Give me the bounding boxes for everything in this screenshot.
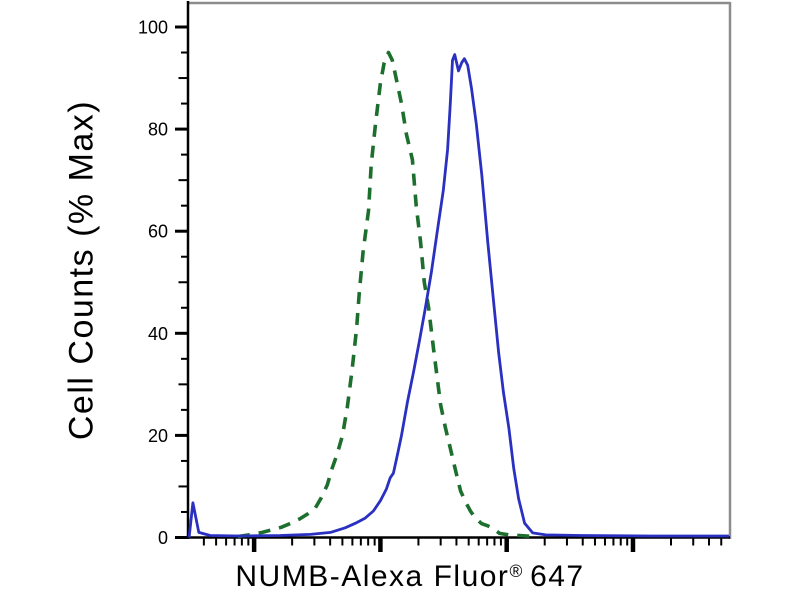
blue-solid-curve — [187, 53, 729, 538]
x-axis-title-text: NUMB-Alexa Fluor — [235, 560, 510, 593]
green-dashed-curve — [237, 50, 533, 539]
y-tick-label: 80 — [148, 120, 168, 140]
x-axis-title-number: 647 — [530, 560, 585, 593]
y-tick-label: 0 — [158, 528, 168, 548]
x-axis-title: NUMB-Alexa Fluor® 647 — [235, 560, 584, 594]
y-tick-label: 60 — [148, 222, 168, 242]
plot-frame — [179, 1, 732, 539]
registered-trademark-icon: ® — [509, 560, 523, 581]
y-axis-title: Cell Counts (% Max) — [62, 99, 101, 441]
y-tick-label: 20 — [148, 426, 168, 446]
x-axis-ticks — [202, 538, 723, 552]
y-tick-label: 100 — [138, 18, 168, 38]
y-tick-label: 40 — [148, 324, 168, 344]
y-axis-ticks: 0 20 40 60 80 100 — [138, 18, 187, 548]
